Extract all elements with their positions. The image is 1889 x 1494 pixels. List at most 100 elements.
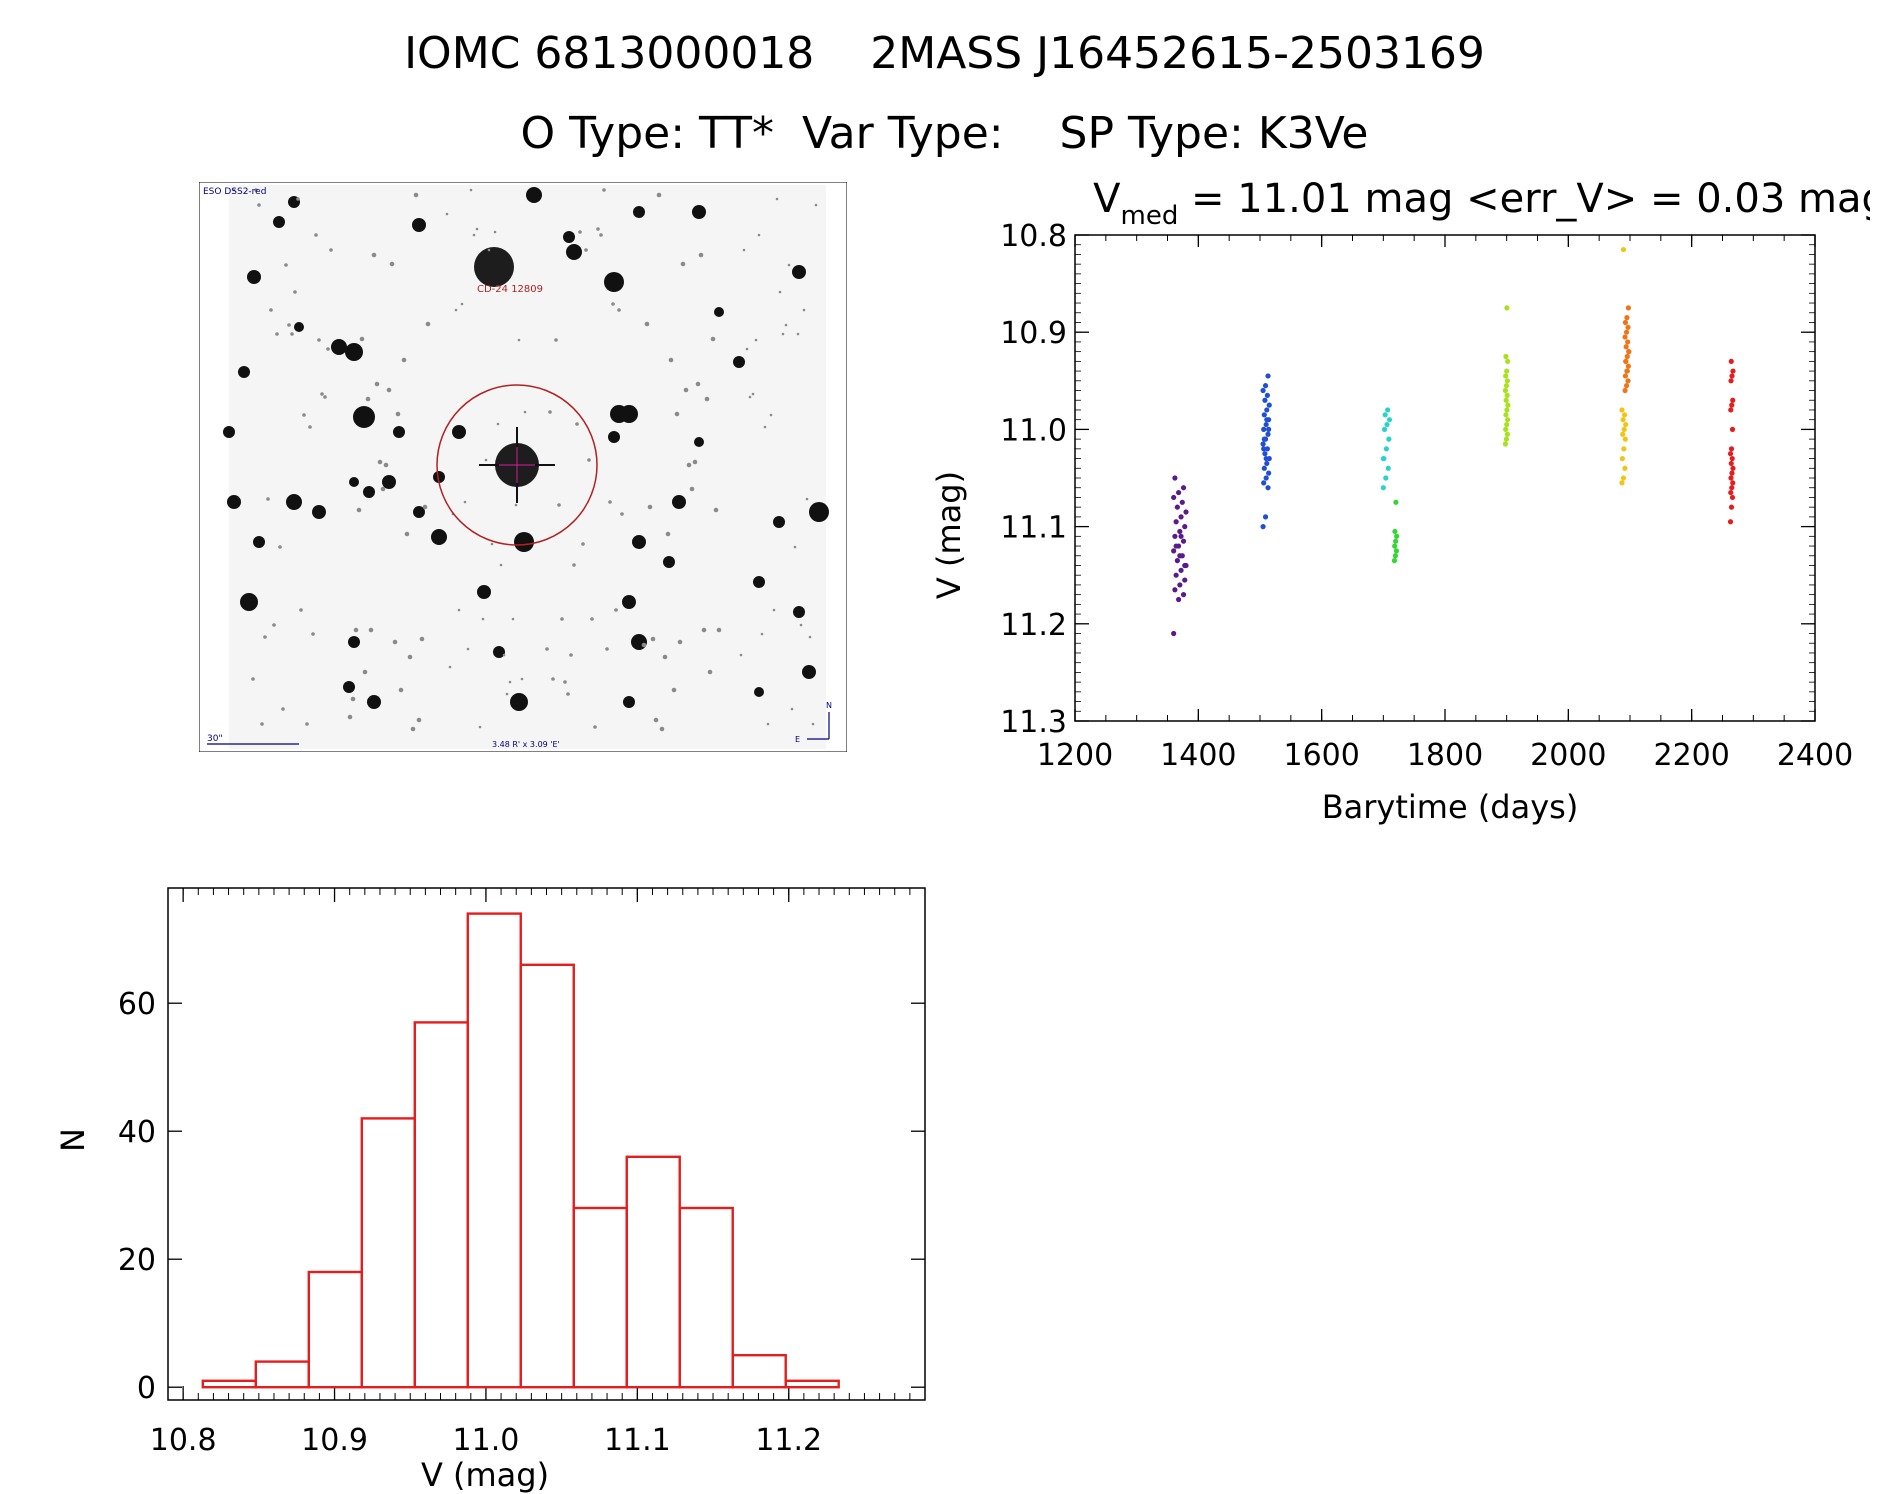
histogram-chart: 10.8 10.9 11.0 11.1 11.2 0 20 40 60 V (mag) N xyxy=(54,887,926,1494)
faint-star-58 xyxy=(593,725,597,729)
faint-star-109 xyxy=(275,332,279,336)
faint-star-129 xyxy=(460,302,464,306)
lc-point-4-0 xyxy=(1502,441,1509,447)
star-7 xyxy=(353,406,375,428)
hist-bar-7 xyxy=(572,1206,628,1389)
hist-ytick-label-0: 0 xyxy=(137,1371,156,1406)
lc-point-1-2 xyxy=(1265,485,1271,491)
lc-point-0-1 xyxy=(1176,596,1182,603)
hist-bar-9 xyxy=(678,1206,734,1389)
star-18 xyxy=(792,265,806,279)
faint-star-59 xyxy=(689,486,695,492)
lc-point-7-11 xyxy=(1727,451,1734,457)
star-35 xyxy=(793,606,805,618)
lc-point-1-23 xyxy=(1262,383,1269,389)
faint-star-18 xyxy=(808,635,812,639)
faint-star-110 xyxy=(371,252,377,258)
lc-point-7-0 xyxy=(1727,519,1734,525)
faint-star-39 xyxy=(505,692,509,696)
lc-point-2-1 xyxy=(1383,475,1389,481)
faint-star-116 xyxy=(368,627,374,633)
lc-point-4-15 xyxy=(1504,368,1510,374)
faint-star-95 xyxy=(671,687,677,693)
faint-star-85 xyxy=(287,323,291,327)
lc-point-1-24 xyxy=(1265,373,1271,379)
survey-label: ESO DSS2-red xyxy=(203,187,266,197)
lc-point-6-7 xyxy=(1624,353,1630,360)
faint-star-142 xyxy=(551,677,555,681)
lc-point-0-7 xyxy=(1178,567,1184,573)
faint-star-137 xyxy=(650,636,656,642)
faint-star-144 xyxy=(745,347,749,351)
faint-star-154 xyxy=(545,647,549,651)
faint-star-104 xyxy=(374,381,380,387)
lc-point-1-13 xyxy=(1265,431,1271,437)
faint-star-117 xyxy=(466,647,470,651)
lc-point-4-4 xyxy=(1504,421,1510,428)
star-14 xyxy=(633,206,645,218)
lc-point-3-0 xyxy=(1391,558,1398,564)
lc-point-1-4 xyxy=(1263,475,1269,481)
lc-ytick-label-3: 11.1 xyxy=(1000,511,1067,546)
lc-xtick-label-1: 1400 xyxy=(1160,738,1236,773)
star-8 xyxy=(433,471,445,483)
lc-point-3-1 xyxy=(1392,553,1399,559)
star-16 xyxy=(672,495,686,509)
faint-star-3 xyxy=(523,410,527,414)
hist-bar-6 xyxy=(519,963,575,1389)
faint-star-19 xyxy=(320,392,324,396)
star-29 xyxy=(514,532,534,552)
lc-point-2-10 xyxy=(1385,407,1391,413)
lc-point-5-5 xyxy=(1622,436,1628,442)
faint-star-0 xyxy=(232,188,236,192)
faint-star-57 xyxy=(496,422,500,426)
hist-xtick-label-2: 11.0 xyxy=(453,1423,520,1458)
star-51 xyxy=(620,405,638,423)
lc-point-0-18 xyxy=(1178,514,1184,520)
faint-star-151 xyxy=(254,188,258,192)
star-19 xyxy=(809,502,829,522)
faint-star-87 xyxy=(481,617,485,621)
faint-star-27 xyxy=(511,617,515,621)
faint-star-152 xyxy=(350,696,356,702)
faint-star-80 xyxy=(386,387,392,393)
lc-point-6-16 xyxy=(1625,305,1631,311)
lc-point-7-1 xyxy=(1728,504,1735,510)
lc-title: Vmed = 11.01 mag <err_V> = 0.03 mag xyxy=(1093,176,1870,231)
faint-star-43 xyxy=(308,425,312,429)
page-subtitle: O Type: TT* Var Type: SP Type: K3Ve xyxy=(520,108,1369,159)
lc-point-4-16 xyxy=(1505,358,1511,364)
faint-star-146 xyxy=(353,627,359,633)
faint-star-21 xyxy=(514,503,518,507)
hist-xtick-label-1: 10.9 xyxy=(301,1423,368,1458)
faint-star-118 xyxy=(563,680,567,684)
lc-xtick-label-2: 1600 xyxy=(1283,738,1359,773)
faint-star-91 xyxy=(284,263,288,267)
compass-n-label: N xyxy=(826,701,832,710)
faint-star-93 xyxy=(478,725,482,729)
faint-star-56 xyxy=(398,687,404,693)
lc-point-4-7 xyxy=(1504,407,1510,413)
faint-star-14 xyxy=(419,636,425,642)
lc-point-6-10 xyxy=(1625,339,1631,345)
faint-star-40 xyxy=(602,188,606,192)
lc-point-7-12 xyxy=(1728,446,1735,452)
lc-point-1-18 xyxy=(1264,407,1270,413)
lc-point-7-19 xyxy=(1730,368,1736,374)
faint-star-103 xyxy=(278,545,282,549)
lc-title-v: V xyxy=(1093,176,1121,222)
faint-star-133 xyxy=(263,635,267,639)
lc-point-7-13 xyxy=(1729,426,1736,432)
faint-star-97 xyxy=(281,707,285,711)
lc-point-5-2 xyxy=(1622,465,1628,471)
faint-star-121 xyxy=(269,308,273,312)
lc-point-2-6 xyxy=(1381,426,1388,432)
lc-point-0-24 xyxy=(1180,485,1187,491)
lc-point-0-28 xyxy=(1173,543,1179,549)
faint-star-22 xyxy=(611,302,615,306)
lc-point-0-14 xyxy=(1172,533,1178,539)
lc-point-0-25 xyxy=(1172,475,1178,481)
lc-point-3-2 xyxy=(1393,548,1400,554)
fov-label: 3.48 R' x 3.09 'E' xyxy=(492,740,560,749)
faint-star-100 xyxy=(572,563,576,567)
